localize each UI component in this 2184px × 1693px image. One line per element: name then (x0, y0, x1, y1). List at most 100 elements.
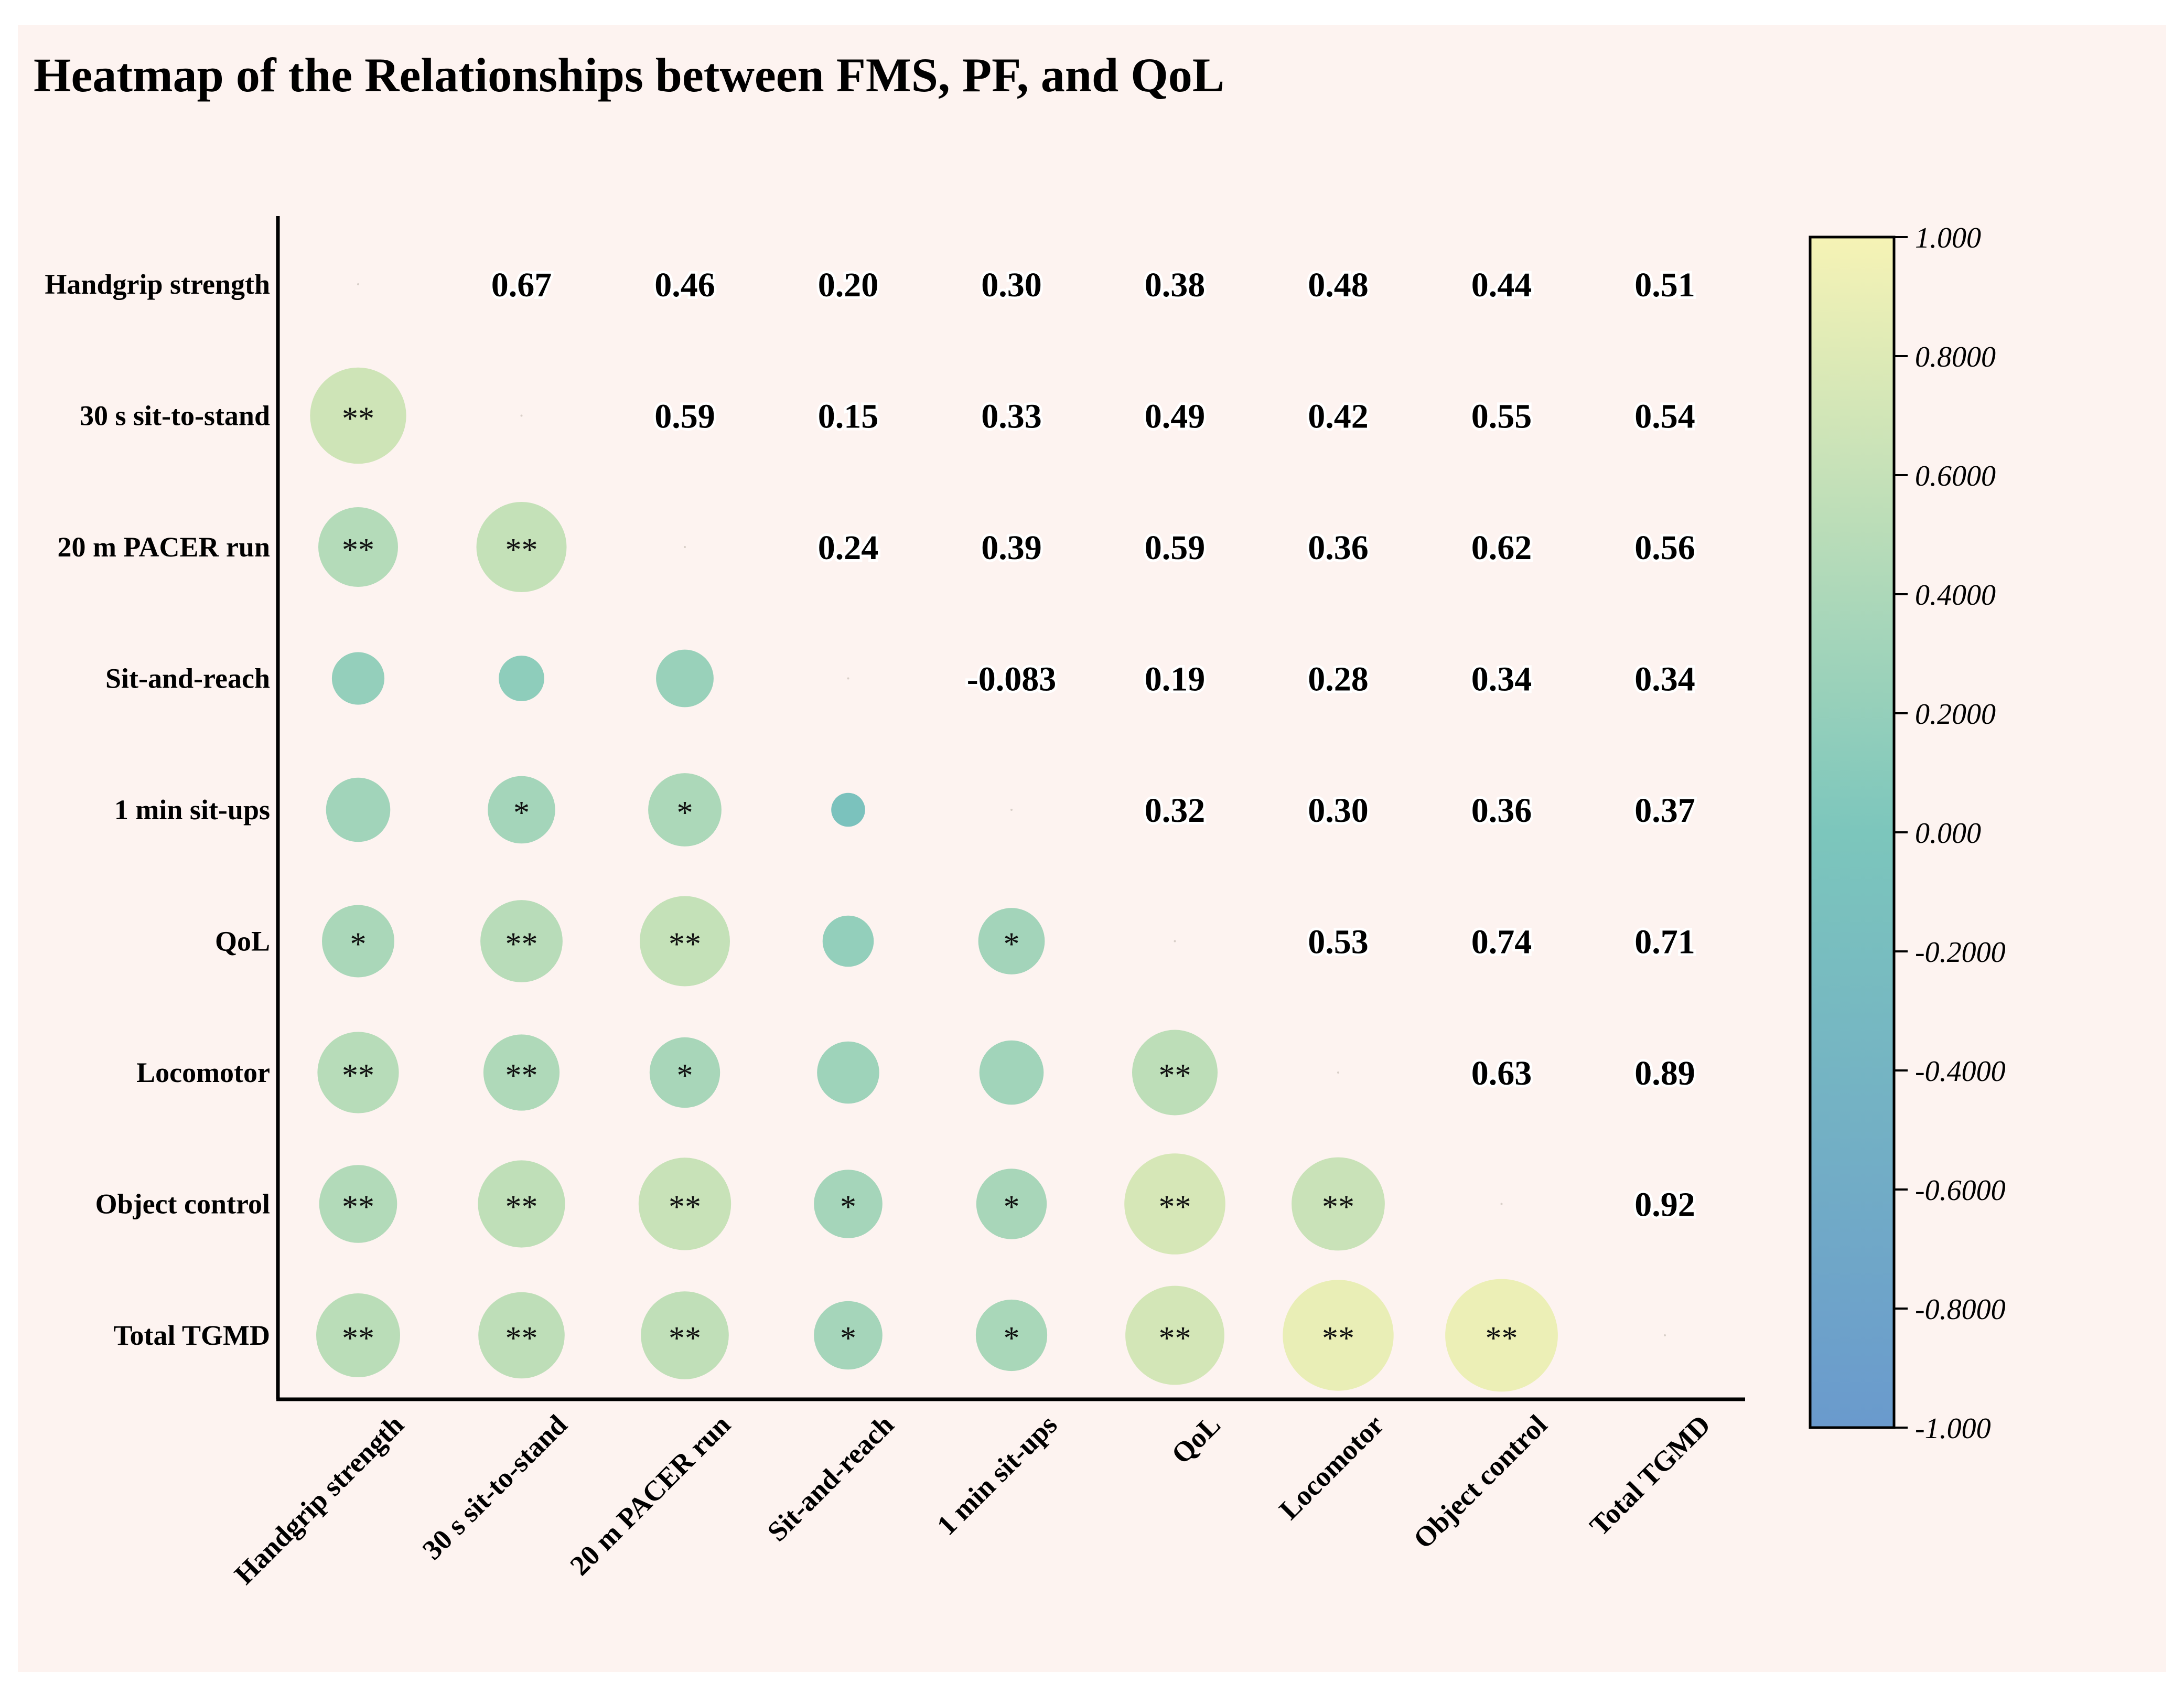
y-tick-label: Handgrip strength (45, 269, 270, 300)
correlation-value-label: 0.34 (1471, 660, 1532, 699)
heatmap-circle (976, 1169, 1047, 1239)
colorbar-tick-label: 1.000 (1915, 222, 1981, 254)
heatmap-circle (978, 908, 1045, 974)
correlation-value-label: 0.32 (1145, 791, 1206, 830)
correlation-value-label: 0.62 (1471, 529, 1532, 567)
correlation-value-label: 0.42 (1308, 398, 1369, 436)
correlation-value-label: 0.30 (1308, 791, 1369, 830)
heatmap-marks: 0.67 0.46 0.20 0.30 0.38 0.48 0.44 0.51** 0.59 0.… (310, 263, 1698, 1392)
significance-label: * (840, 1321, 856, 1356)
heatmap-circle (317, 1032, 399, 1113)
significance-label: ** (669, 927, 701, 962)
significance-label: ** (669, 1321, 701, 1356)
x-tick-label: QoL (1165, 1409, 1227, 1470)
significance-label: ** (1159, 1321, 1191, 1356)
correlation-value-label: 0.59 (1145, 529, 1206, 567)
correlation-value-label: 0.36 (1308, 529, 1369, 567)
correlation-value-label: 0.20 (818, 266, 879, 304)
correlation-value-label: 0.63 (1471, 1054, 1532, 1092)
significance-label: ** (342, 1321, 374, 1356)
correlation-value-label: 0.30 (981, 266, 1042, 304)
heatmap-circle (478, 1292, 565, 1379)
heatmap-circle (979, 1040, 1044, 1105)
heatmap-circle (499, 656, 544, 701)
correlation-value-label: 0.24 (818, 529, 879, 567)
heatmap-circle (975, 1299, 1048, 1371)
correlation-value-label: 0.38 (1145, 266, 1206, 304)
significance-label: ** (1322, 1321, 1354, 1356)
heatmap-circle (318, 507, 398, 587)
correlation-value-label: 0.15 (818, 398, 879, 436)
heatmap-circle (1292, 1157, 1385, 1251)
chart-title: Heatmap of the Relationships between FMS… (34, 48, 1225, 102)
correlation-value-label: 0.36 (1471, 791, 1532, 830)
x-tick-label: 1 min sit-ups (931, 1409, 1063, 1541)
significance-label: ** (669, 1190, 701, 1225)
significance-label: * (350, 927, 367, 962)
colorbar-tick-label: 0.4000 (1915, 579, 1996, 612)
correlation-value-label: 0.71 (1634, 923, 1695, 961)
diagonal-dot (357, 283, 359, 285)
colorbar-tick-label: 0.6000 (1915, 460, 1996, 492)
y-tick-label: 20 m PACER run (57, 531, 270, 563)
significance-label: ** (505, 1321, 538, 1356)
significance-label: * (1004, 1190, 1020, 1225)
y-tick-label: Total TGMD (113, 1320, 270, 1351)
heatmap-circle (322, 905, 394, 978)
heatmap-circle (319, 1165, 397, 1243)
heatmap-circle (822, 915, 874, 967)
diagonal-dot (1337, 1071, 1339, 1074)
diagonal-dot (684, 546, 686, 548)
correlation-value-label: 0.34 (1634, 660, 1695, 699)
diagonal-dot (1174, 940, 1176, 942)
correlation-value-label: 0.28 (1308, 660, 1369, 699)
correlation-value-label: 0.39 (981, 529, 1042, 567)
x-tick-label: Locomotor (1273, 1409, 1390, 1526)
significance-label: ** (1159, 1058, 1191, 1094)
heatmap-circle (656, 649, 714, 708)
correlation-value-label: 0.67 (491, 266, 552, 304)
y-tick-label: QoL (215, 926, 270, 957)
colorbar-tick-label: 0.8000 (1915, 341, 1996, 373)
heatmap-circle (831, 792, 865, 827)
x-tick-label: Total TGMD (1584, 1409, 1717, 1542)
heatmap-circle (483, 1034, 560, 1111)
correlation-value-label: 0.59 (654, 398, 715, 436)
diagonal-dot (1010, 809, 1013, 811)
significance-label: ** (505, 1190, 538, 1225)
heatmap-circle (638, 1158, 731, 1250)
significance-label: * (1004, 1321, 1020, 1356)
heatmap-circle (480, 900, 563, 982)
significance-label: ** (1486, 1321, 1518, 1356)
significance-label: ** (1159, 1190, 1191, 1225)
correlation-value-label: 0.55 (1471, 398, 1532, 436)
correlation-value-label: 0.44 (1471, 266, 1532, 304)
x-tick-label: 30 s sit-to-stand (416, 1409, 573, 1566)
correlation-value-label: 0.92 (1634, 1186, 1695, 1224)
colorbar-tick-label: -0.2000 (1915, 936, 2006, 969)
significance-label: * (840, 1190, 856, 1225)
heatmap-circle (310, 367, 406, 464)
significance-label: ** (505, 1058, 538, 1094)
significance-label: ** (342, 1190, 374, 1225)
diagonal-dot (1664, 1334, 1666, 1336)
y-tick-label: 30 s sit-to-stand (80, 400, 270, 432)
correlation-value-label: 0.46 (654, 266, 715, 304)
heatmap-circle (648, 773, 722, 846)
significance-label: ** (1322, 1190, 1354, 1225)
significance-label: ** (505, 532, 538, 568)
x-tick-label: Handgrip strength (228, 1409, 410, 1590)
correlation-value-label: 0.49 (1145, 398, 1206, 436)
y-tick-label: Object control (95, 1188, 270, 1220)
heatmap-circle (476, 502, 567, 592)
correlation-value-label: 0.37 (1634, 791, 1695, 830)
x-tick-label: Sit-and-reach (761, 1409, 900, 1547)
correlation-value-label: 0.56 (1634, 529, 1695, 567)
heatmap-circle (640, 896, 730, 987)
heatmap-circle (1445, 1279, 1558, 1392)
heatmap-circle (1283, 1280, 1394, 1391)
significance-label: * (677, 795, 693, 831)
correlation-value-label: 0.51 (1634, 266, 1695, 304)
